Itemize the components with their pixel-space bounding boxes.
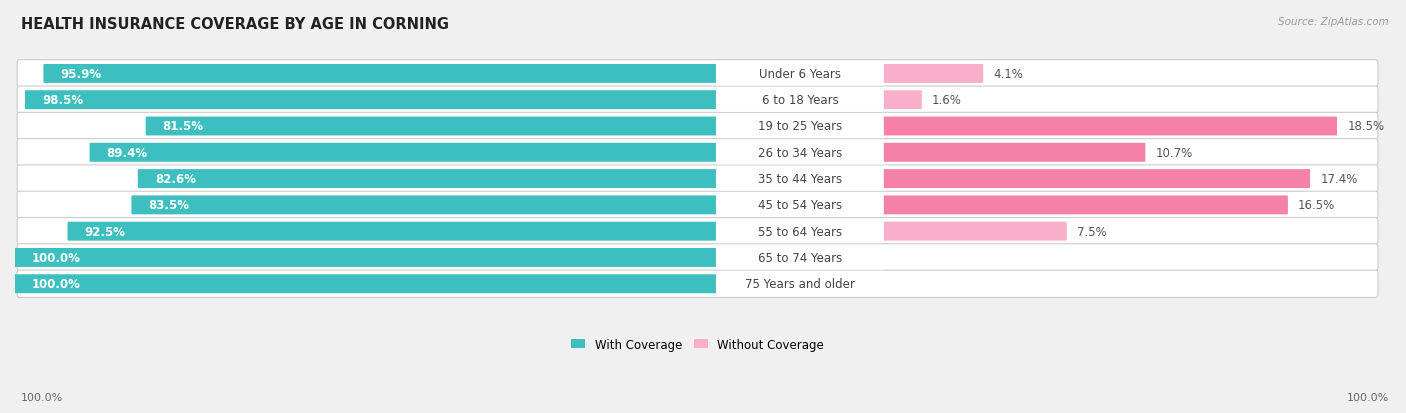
Text: 6 to 18 Years: 6 to 18 Years (762, 94, 838, 107)
Text: 89.4%: 89.4% (107, 147, 148, 159)
FancyBboxPatch shape (716, 167, 884, 191)
Text: 100.0%: 100.0% (31, 278, 80, 291)
FancyBboxPatch shape (716, 62, 884, 86)
Text: Under 6 Years: Under 6 Years (759, 68, 841, 81)
Text: 98.5%: 98.5% (42, 94, 83, 107)
FancyBboxPatch shape (17, 166, 1378, 193)
Text: 18.5%: 18.5% (1347, 120, 1385, 133)
Text: 100.0%: 100.0% (1347, 392, 1389, 402)
FancyBboxPatch shape (716, 246, 884, 270)
Text: 82.6%: 82.6% (155, 173, 195, 185)
FancyBboxPatch shape (17, 192, 1378, 219)
FancyBboxPatch shape (146, 117, 725, 136)
FancyBboxPatch shape (882, 143, 1146, 162)
Text: Source: ZipAtlas.com: Source: ZipAtlas.com (1278, 17, 1389, 26)
FancyBboxPatch shape (17, 61, 1378, 88)
FancyBboxPatch shape (67, 222, 725, 241)
FancyBboxPatch shape (17, 87, 1378, 114)
Text: 100.0%: 100.0% (31, 252, 80, 264)
Text: 4.1%: 4.1% (994, 68, 1024, 81)
FancyBboxPatch shape (716, 193, 884, 218)
Text: 45 to 54 Years: 45 to 54 Years (758, 199, 842, 212)
FancyBboxPatch shape (882, 117, 1337, 136)
FancyBboxPatch shape (131, 196, 725, 215)
Text: 81.5%: 81.5% (163, 120, 204, 133)
FancyBboxPatch shape (882, 196, 1288, 215)
Text: 55 to 64 Years: 55 to 64 Years (758, 225, 842, 238)
FancyBboxPatch shape (716, 220, 884, 244)
Text: 100.0%: 100.0% (21, 392, 63, 402)
FancyBboxPatch shape (25, 91, 725, 110)
Text: 17.4%: 17.4% (1320, 173, 1358, 185)
Text: 7.5%: 7.5% (1077, 225, 1107, 238)
FancyBboxPatch shape (882, 222, 1067, 241)
FancyBboxPatch shape (138, 170, 725, 189)
FancyBboxPatch shape (17, 139, 1378, 166)
FancyBboxPatch shape (17, 271, 1378, 298)
FancyBboxPatch shape (716, 88, 884, 112)
FancyBboxPatch shape (882, 170, 1310, 189)
Text: HEALTH INSURANCE COVERAGE BY AGE IN CORNING: HEALTH INSURANCE COVERAGE BY AGE IN CORN… (21, 17, 449, 31)
FancyBboxPatch shape (882, 65, 983, 84)
Text: 83.5%: 83.5% (149, 199, 190, 212)
Text: 16.5%: 16.5% (1298, 199, 1336, 212)
FancyBboxPatch shape (17, 244, 1378, 271)
FancyBboxPatch shape (17, 218, 1378, 245)
Text: 65 to 74 Years: 65 to 74 Years (758, 252, 842, 264)
Text: 92.5%: 92.5% (84, 225, 125, 238)
Text: 10.7%: 10.7% (1156, 147, 1192, 159)
Text: 35 to 44 Years: 35 to 44 Years (758, 173, 842, 185)
FancyBboxPatch shape (882, 91, 922, 110)
FancyBboxPatch shape (716, 115, 884, 139)
FancyBboxPatch shape (14, 248, 725, 267)
Text: 26 to 34 Years: 26 to 34 Years (758, 147, 842, 159)
Legend: With Coverage, Without Coverage: With Coverage, Without Coverage (567, 333, 828, 356)
FancyBboxPatch shape (14, 275, 725, 294)
Text: 1.6%: 1.6% (932, 94, 962, 107)
Text: 95.9%: 95.9% (60, 68, 101, 81)
FancyBboxPatch shape (716, 272, 884, 296)
FancyBboxPatch shape (90, 143, 725, 162)
FancyBboxPatch shape (716, 141, 884, 165)
Text: 75 Years and older: 75 Years and older (745, 278, 855, 291)
Text: 19 to 25 Years: 19 to 25 Years (758, 120, 842, 133)
FancyBboxPatch shape (44, 65, 725, 84)
FancyBboxPatch shape (17, 113, 1378, 140)
